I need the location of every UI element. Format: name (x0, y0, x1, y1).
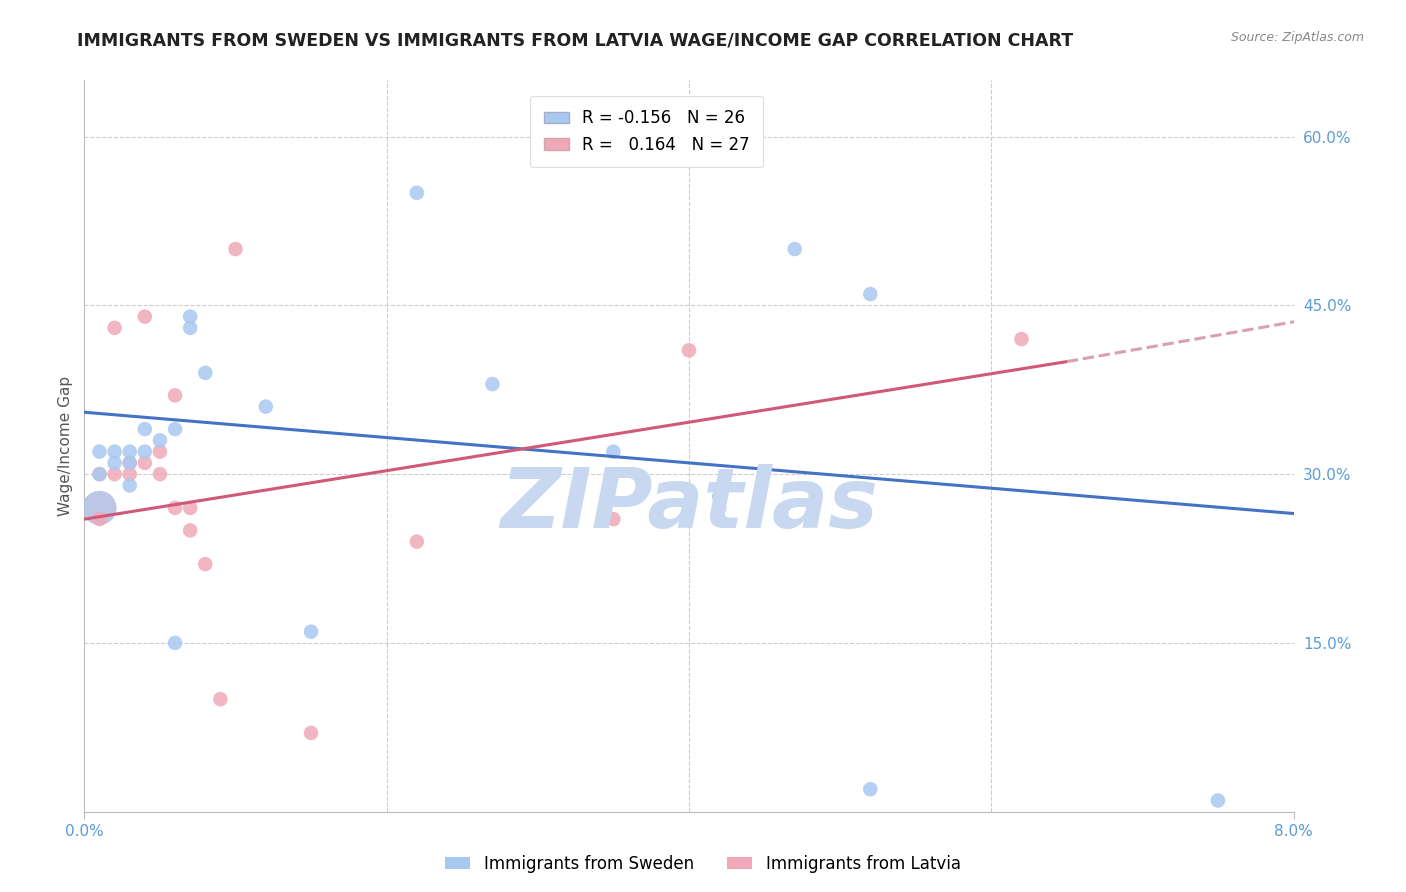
Point (104, 444, 127, 458)
Point (709, 490, 731, 504)
Point (406, 534, 429, 549)
Point (299, 726, 322, 740)
Point (1011, 332, 1033, 346)
Text: ZIPatlas: ZIPatlas (501, 464, 877, 545)
Point (602, 512, 624, 526)
Point (299, 624, 322, 639)
Point (194, 366, 217, 380)
Y-axis label: Wage/Income Gap: Wage/Income Gap (58, 376, 73, 516)
Text: Source: ZipAtlas.com: Source: ZipAtlas.com (1230, 31, 1364, 45)
Point (134, 422, 156, 436)
Point (118, 467, 141, 482)
Point (118, 478, 141, 492)
Point (859, 287, 882, 301)
Point (149, 467, 172, 482)
Point (118, 444, 141, 458)
Point (165, 500, 187, 515)
Point (89, 512, 111, 526)
Point (89, 500, 111, 515)
Legend: R = -0.156   N = 26, R =   0.164   N = 27: R = -0.156 N = 26, R = 0.164 N = 27 (530, 96, 763, 167)
Point (118, 456, 141, 470)
Point (254, 400, 277, 414)
Point (678, 343, 700, 358)
Point (783, 242, 806, 256)
Point (165, 422, 187, 436)
Point (89, 444, 111, 458)
Point (104, 467, 127, 482)
Point (134, 444, 156, 458)
Point (709, 500, 731, 515)
Point (179, 500, 201, 515)
Point (194, 557, 217, 571)
Point (859, 782, 882, 797)
Point (104, 456, 127, 470)
Point (165, 636, 187, 650)
Point (134, 310, 156, 324)
Point (149, 444, 172, 458)
Point (179, 310, 201, 324)
Point (406, 186, 429, 200)
Point (89, 467, 111, 482)
Point (104, 321, 127, 335)
Point (179, 321, 201, 335)
Point (179, 524, 201, 538)
Point (89, 467, 111, 482)
Point (481, 377, 503, 392)
Point (149, 434, 172, 448)
Point (165, 388, 187, 402)
Legend: Immigrants from Sweden, Immigrants from Latvia: Immigrants from Sweden, Immigrants from … (439, 848, 967, 880)
Point (209, 692, 232, 706)
Point (602, 444, 624, 458)
Point (89, 500, 111, 515)
Point (1206, 793, 1229, 807)
Point (118, 456, 141, 470)
Point (134, 456, 156, 470)
Point (225, 242, 247, 256)
Text: IMMIGRANTS FROM SWEDEN VS IMMIGRANTS FROM LATVIA WAGE/INCOME GAP CORRELATION CHA: IMMIGRANTS FROM SWEDEN VS IMMIGRANTS FRO… (77, 31, 1073, 49)
